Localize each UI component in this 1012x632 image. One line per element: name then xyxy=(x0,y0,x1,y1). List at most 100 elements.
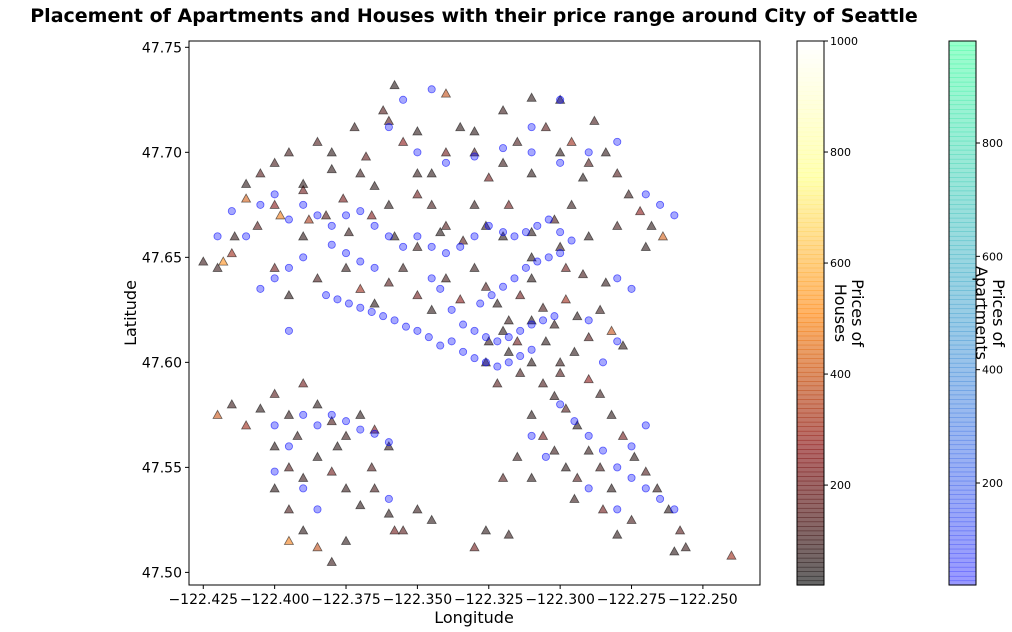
house-point xyxy=(412,168,423,178)
colorbar-band xyxy=(949,526,976,532)
colorbar-band xyxy=(949,136,976,142)
colorbar-band xyxy=(949,512,976,518)
house-point xyxy=(366,462,377,472)
colorbar-band xyxy=(797,81,824,87)
house-point xyxy=(577,268,589,279)
house-point xyxy=(600,146,612,157)
colorbar-band xyxy=(797,63,824,69)
apartment-point xyxy=(327,221,336,230)
colorbar-band xyxy=(797,308,824,314)
colorbar-band xyxy=(949,63,976,69)
colorbar-band xyxy=(949,326,976,332)
colorbar-band xyxy=(949,390,976,396)
colorbar-band xyxy=(949,154,976,160)
apartment-point xyxy=(227,207,236,216)
apartment-point xyxy=(379,312,388,321)
colorbar-band xyxy=(949,430,976,436)
apartment-point xyxy=(427,242,436,251)
house-point xyxy=(332,441,343,451)
apartment-point xyxy=(242,232,251,241)
house-point xyxy=(572,472,583,482)
colorbar-band xyxy=(949,81,976,87)
house-point xyxy=(554,241,566,251)
apartment-point xyxy=(284,263,293,272)
colorbar-band xyxy=(797,77,824,83)
house-point xyxy=(480,525,492,535)
apartment-point xyxy=(447,337,456,346)
apartment-point xyxy=(470,326,479,335)
apartment-point xyxy=(284,215,293,224)
house-point xyxy=(497,325,509,335)
colorbar-band xyxy=(949,131,976,137)
apartment-point xyxy=(313,505,322,514)
x-tick-label: −122.275 xyxy=(597,592,667,608)
colorbar-band xyxy=(797,50,824,56)
apartment-point xyxy=(613,274,622,283)
apartment-point xyxy=(550,312,559,321)
colorbar-band xyxy=(797,535,824,541)
colorbar-band xyxy=(949,113,976,119)
x-tick-label: −122.300 xyxy=(525,592,595,608)
apartment-point xyxy=(399,242,408,251)
colorbar-band xyxy=(949,235,976,242)
colorbar-band xyxy=(797,517,824,523)
y-tick-label: 47.75 xyxy=(142,40,182,56)
colorbar-band xyxy=(949,553,976,559)
apartment-point xyxy=(570,417,579,426)
house-point xyxy=(355,499,366,510)
house-point xyxy=(583,157,594,167)
colorbar-band xyxy=(797,290,824,296)
colorbar-band xyxy=(949,104,976,110)
house-point xyxy=(269,199,280,209)
apartment-point xyxy=(401,322,410,331)
colorbar-band xyxy=(949,109,976,115)
house-point xyxy=(303,214,315,224)
house-point xyxy=(326,415,337,426)
colorbar-band xyxy=(797,154,824,160)
colorbar-label: Prices ofApartments xyxy=(972,266,1008,360)
apartment-point xyxy=(370,263,379,272)
house-point xyxy=(198,256,209,266)
house-point xyxy=(597,504,609,514)
apartment-point xyxy=(427,274,436,283)
colorbar-band xyxy=(797,190,824,196)
house-point xyxy=(440,220,452,230)
apartment-point xyxy=(493,337,502,346)
apartment-point xyxy=(627,473,636,482)
house-point xyxy=(440,146,452,157)
x-tick-label: −122.400 xyxy=(240,592,310,608)
colorbar-band xyxy=(949,381,976,387)
house-point xyxy=(503,346,514,356)
colorbar-tick-label: 600 xyxy=(830,257,851,270)
colorbar-band xyxy=(797,294,824,300)
colorbar-band xyxy=(949,167,976,174)
colorbar-band xyxy=(949,544,976,550)
house-point xyxy=(537,430,549,440)
colorbar-band xyxy=(949,394,976,400)
apartment-point xyxy=(256,284,265,293)
colorbar-band xyxy=(797,471,824,477)
house-point xyxy=(312,399,323,409)
house-point xyxy=(326,163,337,174)
house-point xyxy=(240,420,252,430)
colorbar-band xyxy=(797,417,824,423)
apartment-point xyxy=(656,200,665,209)
apartment-point xyxy=(441,158,450,167)
house-point xyxy=(298,525,309,535)
colorbar-band xyxy=(797,458,824,464)
colorbar-band xyxy=(797,340,824,346)
colorbar-band xyxy=(949,494,976,500)
colorbar-band xyxy=(797,299,824,305)
colorbar-band xyxy=(949,462,976,468)
apartment-point xyxy=(504,358,513,367)
colorbar-band xyxy=(797,507,824,514)
colorbar-band xyxy=(949,539,976,545)
house-point xyxy=(583,373,594,384)
apartment-point xyxy=(499,282,508,291)
apartment-point xyxy=(299,410,308,419)
colorbar-band xyxy=(949,177,976,183)
house-point xyxy=(537,378,549,388)
colorbar-tick-label: 200 xyxy=(830,479,851,492)
apartment-point xyxy=(510,274,519,283)
house-point xyxy=(469,541,480,552)
